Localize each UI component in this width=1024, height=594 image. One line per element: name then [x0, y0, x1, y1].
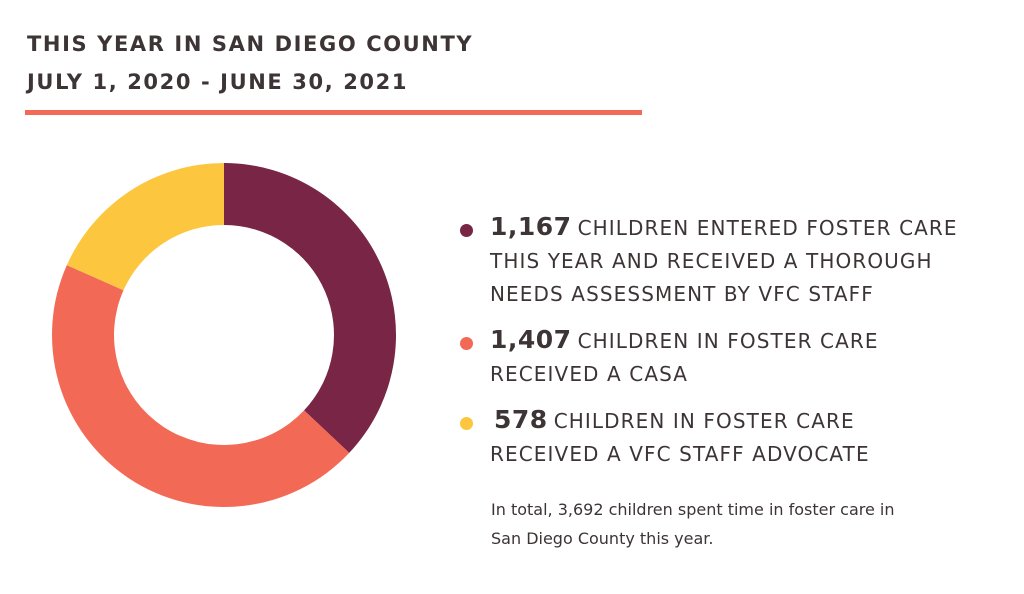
total-note-line: San Diego County this year. [491, 529, 714, 548]
legend-dot [460, 337, 473, 350]
donut-slice-needs-assessment [224, 163, 396, 453]
legend-label-line: RECEIVED A VFC STAFF ADVOCATE [490, 442, 870, 466]
donut-slices [52, 163, 396, 507]
legend-label-line: CHILDREN IN FOSTER CARE [577, 329, 879, 353]
legend-item-casa: 1,407 CHILDREN IN FOSTER CARE RECEIVED A … [460, 323, 1000, 391]
legend-dot [460, 224, 473, 237]
donut-chart [52, 163, 396, 507]
legend-label-line: THIS YEAR AND RECEIVED A THOROUGH [490, 249, 933, 273]
total-note: In total, 3,692 children spent time in f… [491, 495, 991, 553]
legend-item-needs-assessment: 1,167 CHILDREN ENTERED FOSTER CARE THIS Y… [460, 210, 1000, 311]
donut-slice-staff-advocate [66, 163, 224, 291]
donut-slice-casa [52, 265, 350, 507]
legend-value: 578 [494, 405, 548, 434]
total-note-line: In total, 3,692 children spent time in f… [491, 500, 895, 519]
legend-label-line: CHILDREN ENTERED FOSTER CARE [577, 216, 958, 240]
date-range-subtitle: JULY 1, 2020 - JUNE 30, 2021 [27, 70, 409, 94]
legend-value: 1,407 [490, 325, 572, 354]
legend-value: 1,167 [490, 212, 572, 241]
chart-legend: 1,167 CHILDREN ENTERED FOSTER CARE THIS Y… [460, 210, 1000, 471]
legend-label-line: CHILDREN IN FOSTER CARE [553, 409, 855, 433]
legend-label-line: RECEIVED A CASA [490, 362, 689, 386]
page-title: THIS YEAR IN SAN DIEGO COUNTY [27, 32, 474, 56]
legend-item-staff-advocate: 578 CHILDREN IN FOSTER CARE RECEIVED A VF… [460, 403, 1000, 471]
header: THIS YEAR IN SAN DIEGO COUNTY JULY 1, 20… [27, 30, 473, 96]
legend-dot [460, 417, 473, 430]
header-divider [25, 110, 642, 115]
legend-label-line: NEEDS ASSESSMENT BY VFC STAFF [490, 282, 874, 306]
